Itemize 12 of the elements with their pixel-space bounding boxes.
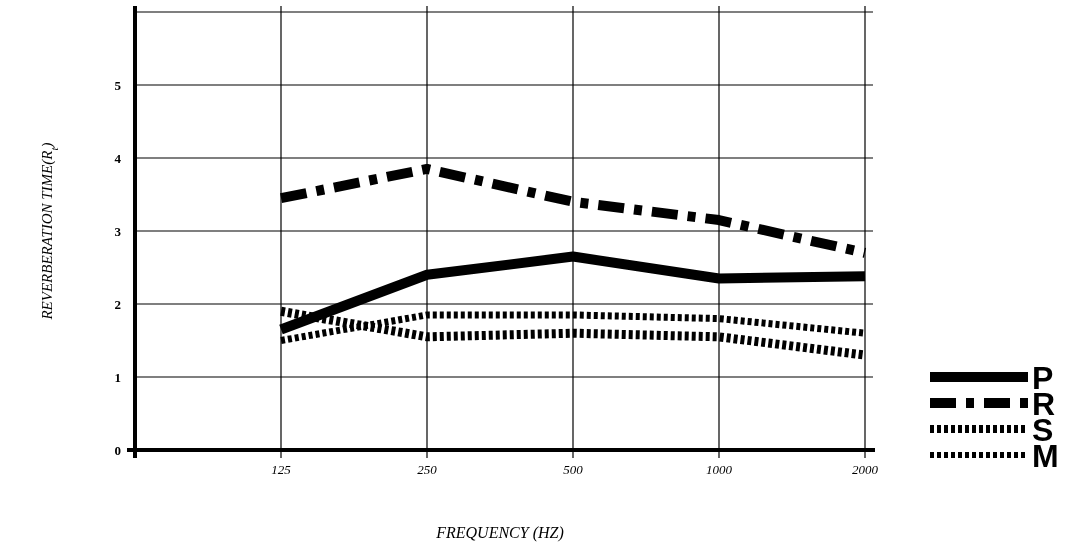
x-tick-label: 1000 [706,462,733,477]
y-tick-label: 0 [114,442,121,458]
y-tick-label: 3 [114,223,122,239]
x-axis-title: FREQUENCY (HZ) [435,524,564,542]
y-tick-label: 1 [114,369,121,385]
y-tick-label: 2 [114,296,121,312]
x-tick-label: 125 [271,462,292,477]
y-tick-label: 5 [114,77,122,93]
x-tick-label: 2000 [852,462,879,477]
y-tick-label: 4 [114,150,122,166]
x-tick-label: 250 [417,462,438,477]
x-tick-label: 500 [563,462,584,477]
